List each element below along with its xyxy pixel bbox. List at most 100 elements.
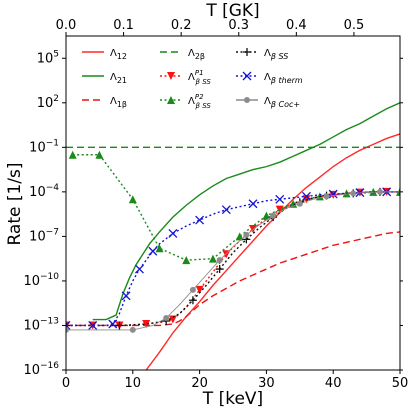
y-tick-label: 10−1 [29,138,59,155]
legend-label: Λβ Coc+ [264,96,300,109]
series-1-line [145,133,400,370]
y-tick-label: 105 [37,49,59,66]
series-5-marker [195,285,204,294]
x-tick-label: 40 [325,376,342,391]
series-8-marker [148,246,158,256]
series-7-marker [115,321,124,330]
series-8-marker [302,191,311,201]
x-tick-label: 50 [392,376,409,391]
series-6-marker [235,232,244,241]
series-8-marker [88,321,98,330]
legend-entry-4: Λ2β [160,48,205,61]
y-tick-label: 10−10 [23,272,59,289]
legend-label: Λ1β [110,96,127,109]
series-5-marker [168,315,177,324]
series-9-marker [243,231,250,238]
series-8-marker [248,199,258,209]
plot-frame [65,35,401,371]
series-1 [145,133,400,370]
legend-label: ΛP2 β SS [188,93,211,110]
legend-entry-6: ΛP2 β SS [160,93,211,110]
x2-tick-label: 0.0 [56,18,77,33]
series-9-marker [163,315,170,322]
series-6-marker [68,150,77,159]
x-axis-title: T [keV] [202,389,263,409]
legend-label: Λβ therm [264,72,303,85]
x2-tick-label: 0.5 [344,18,365,33]
series-6-marker [128,195,137,204]
axis-layer: 0 10 20 30 40 50 0.0 0.1 0.2 0.3 0.4 0.5 10−16 10−13 1… [23,18,408,391]
series-8-marker [168,228,178,238]
x-tick-label: 10 [125,376,142,391]
series-9-marker [270,212,277,219]
x2-tick-label: 0.1 [113,18,134,33]
legend-marker [244,97,250,103]
series-7 [66,187,400,330]
series-7-marker [215,265,224,274]
series-8-marker [195,215,205,225]
series-9-marker [350,190,357,197]
series-5-marker [302,195,311,204]
series-5-marker [142,319,151,328]
legend-marker [167,96,175,104]
series-8-line [66,191,400,327]
series-5-line [66,191,400,327]
series-2-line [92,102,400,321]
series-8-marker [66,321,71,330]
x2-tick-label: 0.4 [286,18,307,33]
series-2 [92,102,400,321]
legend-label: Λ2β [188,48,205,61]
series-3 [66,231,400,327]
series-7-marker [66,321,70,330]
x-tick-label: 0 [62,376,70,391]
series-9 [66,188,400,333]
series-3-line [66,231,400,327]
series-9-marker [296,200,303,207]
series-9-line [66,191,400,331]
x-tick-label: 20 [191,376,208,391]
series-layer [66,102,400,370]
series-7-marker [188,296,197,305]
series-9-marker [376,188,383,195]
legend-entry-7: Λβ SS [236,48,288,61]
series-9-marker [129,326,136,333]
legend-marker [243,48,251,56]
legend-entry-3: Λ1β [82,96,127,109]
series-6-marker [262,211,271,220]
legend-entry-1: Λ12 [82,48,127,61]
legend-marker [242,71,252,81]
series-8-marker [108,319,118,329]
legend-entry-9: Λβ Coc+ [236,96,300,109]
series-6-marker [155,244,164,253]
y-axis-title: Rate [1/s] [5,162,25,245]
legend-entry-5: ΛP1 β SS [160,69,211,86]
series-6-marker [182,256,191,265]
legend-entry-8: Λβ therm [236,71,303,85]
series-5-marker [222,250,231,259]
y-tick-label: 102 [37,94,59,111]
y-tick-label: 10−13 [23,316,59,333]
x2-axis-title: T [GK] [205,1,259,21]
series-8-marker [328,189,338,199]
series-8-marker [221,205,231,215]
series-9-marker [216,257,223,264]
series-8 [66,187,400,330]
legend-label: Λ21 [110,72,127,85]
series-8-marker [121,291,131,301]
series-6-marker [95,150,104,159]
legend-marker [167,72,175,80]
series-9-marker [323,193,330,200]
x-tick-label: 30 [258,376,275,391]
y-tick-label: 10−7 [29,227,59,244]
legend-label: Λβ SS [264,48,288,61]
x2-tick-label: 0.2 [171,18,192,33]
y-tick-label: 10−4 [29,183,59,200]
series-5-marker [275,205,284,214]
x2-tick-label: 0.3 [228,18,249,33]
legend-label: ΛP1 β SS [188,69,211,86]
legend-entry-2: Λ21 [82,72,127,85]
series-9-marker [189,286,196,293]
series-6-marker [208,254,217,263]
